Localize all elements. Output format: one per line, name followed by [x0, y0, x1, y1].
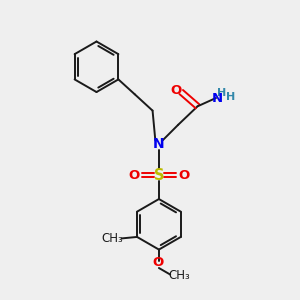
- Text: N: N: [153, 137, 165, 151]
- Text: S: S: [154, 168, 164, 183]
- Text: CH₃: CH₃: [101, 232, 123, 245]
- Text: O: O: [129, 169, 140, 182]
- Text: O: O: [170, 84, 182, 97]
- Text: N: N: [212, 92, 223, 105]
- Text: O: O: [178, 169, 189, 182]
- Text: CH₃: CH₃: [169, 269, 190, 282]
- Text: H: H: [226, 92, 236, 102]
- Text: O: O: [153, 256, 164, 268]
- Text: H: H: [217, 88, 226, 98]
